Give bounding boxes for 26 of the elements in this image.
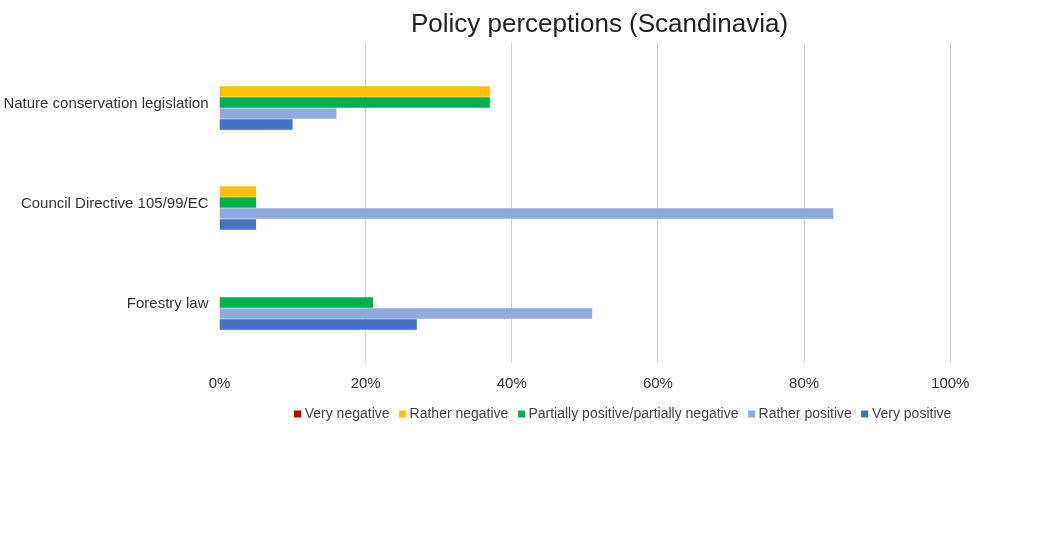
x-tick-label: 100% (931, 373, 970, 391)
y-tick-label: Council Directive 105/99/EC (20, 194, 209, 211)
bar (219, 97, 490, 108)
y-tick-label: Nature conservation legislation (3, 94, 209, 111)
legend-label: Very positive (871, 405, 952, 421)
legend-label: Very negative (304, 405, 390, 421)
bar (219, 86, 490, 97)
x-tick-label: 20% (350, 373, 381, 391)
legend-label: Rather positive (758, 405, 852, 421)
bar (219, 308, 593, 319)
x-tick-label: 0% (208, 373, 231, 391)
bar (219, 219, 257, 230)
bar (219, 119, 293, 130)
legend-label: Rather negative (409, 405, 509, 421)
bar (219, 319, 417, 330)
x-tick-label: 80% (789, 373, 820, 391)
x-tick-label: 40% (496, 373, 527, 391)
legend-label: Partially positive/partially negative (528, 405, 739, 421)
chart-title: Policy perceptions (Scandinavia) (410, 7, 789, 38)
y-tick-label: Forestry law (126, 294, 209, 311)
bar (219, 197, 257, 208)
bar (219, 208, 834, 219)
bar (219, 297, 373, 308)
bar (219, 108, 337, 119)
x-tick-label: 60% (642, 373, 673, 391)
bar (219, 186, 257, 197)
